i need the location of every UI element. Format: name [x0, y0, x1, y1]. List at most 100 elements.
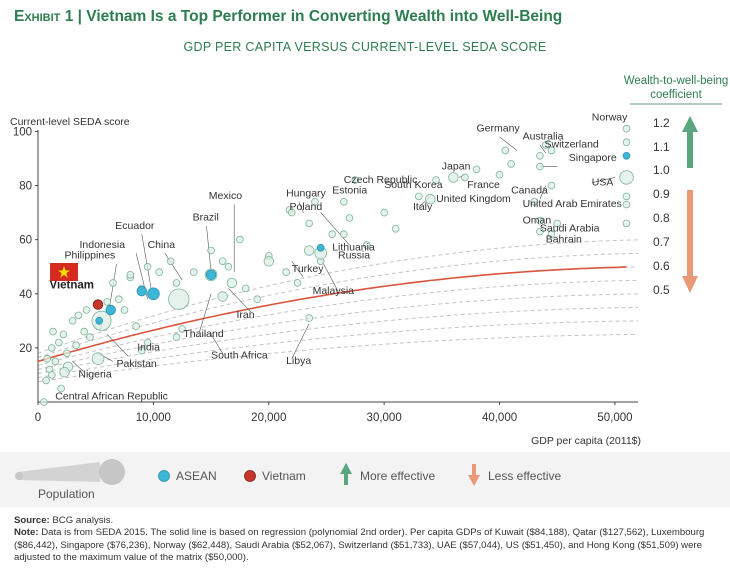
- leader-line: [164, 253, 183, 281]
- up-arrow-head: [682, 116, 698, 132]
- country-label: South Africa: [211, 350, 268, 362]
- data-point: [305, 219, 314, 228]
- country-label: Oman: [523, 214, 552, 226]
- data-point: [49, 327, 57, 336]
- country-label: United Arab Emirates: [523, 198, 622, 210]
- country-label: India: [137, 342, 160, 354]
- country-label: Brazil: [193, 212, 219, 224]
- data-point: [536, 152, 544, 160]
- leader-line: [591, 177, 615, 184]
- data-point: [86, 333, 94, 341]
- data-point: [80, 327, 88, 336]
- data-point: [536, 162, 544, 171]
- data-point: [362, 241, 371, 249]
- coefficient-title-line-1: Wealth-to-well-being: [624, 75, 729, 87]
- data-point: [218, 257, 227, 266]
- asean-point: [105, 304, 116, 316]
- leader-line: [141, 234, 152, 289]
- data-point: [461, 173, 469, 182]
- down-arrow-shaft: [687, 190, 693, 278]
- population-small-circle: [15, 472, 23, 480]
- country-label: Poland: [290, 201, 323, 213]
- more-effective-arrow-shaft: [344, 473, 348, 485]
- data-points: [39, 124, 634, 406]
- data-point: [172, 333, 181, 341]
- data-point: [42, 376, 50, 385]
- data-point: [43, 354, 51, 363]
- country-label: Saudi Arabia: [540, 223, 600, 235]
- country-label: Ecuador: [115, 220, 155, 232]
- exhibit-label: Exhibit 1: [14, 8, 74, 25]
- coefficient-curve-0.6: [37, 320, 639, 379]
- coefficient-label: 0.5: [653, 283, 670, 297]
- data-point: [47, 371, 56, 379]
- data-point: [501, 146, 510, 155]
- data-point: [622, 219, 631, 228]
- data-point: [622, 124, 631, 133]
- data-point: [172, 279, 181, 287]
- note-text: Data is from SEDA 2015. The solid line i…: [14, 527, 705, 564]
- country-label: Iran: [237, 309, 255, 321]
- source-text: BCG analysis.: [52, 515, 114, 526]
- data-point: [472, 165, 481, 174]
- coefficient-curve-0.9: [37, 279, 639, 366]
- country-label: Mexico: [209, 190, 242, 202]
- more-effective-arrow-head: [340, 463, 352, 474]
- axes: 20 40 60 80 100 0 10,000 20,000 30,000 40,000 50,0…: [10, 116, 641, 447]
- asean-point: [147, 287, 160, 301]
- x-tick-label: 20,000: [251, 412, 286, 424]
- data-point: [109, 279, 117, 287]
- y-axis-label: Current-level SEDA score: [10, 116, 130, 128]
- coefficient-curves: [37, 239, 639, 383]
- country-label: USA: [592, 177, 614, 189]
- data-point: [536, 216, 544, 225]
- leader-line: [320, 212, 350, 246]
- country-label: South Korea: [384, 179, 443, 191]
- y-tick-label: 80: [19, 181, 32, 193]
- coefficient-label: 1.1: [653, 140, 670, 154]
- coefficient-label: 0.7: [653, 235, 670, 249]
- data-point: [224, 262, 233, 271]
- data-point: [168, 288, 190, 310]
- data-point: [253, 295, 262, 304]
- country-label: Italy: [413, 201, 433, 213]
- country-label: Switzerland: [545, 139, 599, 151]
- data-point: [339, 198, 348, 206]
- population-wedge: [18, 462, 100, 482]
- vietnam-point: [92, 299, 104, 310]
- legend-less-effective-label: Less effective: [488, 469, 562, 483]
- country-label: Australia: [523, 131, 564, 143]
- leader-line: [539, 144, 546, 154]
- country-label: Indonesia: [80, 239, 126, 251]
- data-point: [155, 268, 164, 276]
- note-label: Note:: [14, 527, 39, 539]
- data-point: [143, 262, 152, 271]
- data-point: [328, 230, 337, 239]
- up-arrow-shaft: [687, 128, 693, 168]
- data-point: [530, 198, 538, 206]
- footer-notes: Source: BCG analysis. Note: Data is from…: [14, 515, 719, 565]
- exhibit-title: Exhibit 1 | Vietnam Is a Top Performer i…: [14, 8, 562, 26]
- coefficient-curve-0.5: [37, 333, 639, 383]
- data-point: [351, 176, 360, 184]
- x-tick-label: 30,000: [367, 412, 402, 424]
- data-point: [39, 398, 48, 406]
- coefficient-label: 1.2: [653, 116, 670, 130]
- data-point: [304, 245, 315, 256]
- leader-line: [499, 136, 517, 151]
- legend-more-effective-label: More effective: [360, 469, 436, 483]
- data-point: [115, 295, 123, 304]
- country-label: Libya: [286, 355, 311, 367]
- country-label: United Kingdom: [436, 193, 511, 205]
- source-label: Source:: [14, 515, 50, 526]
- down-arrow-head: [682, 276, 698, 293]
- legend-shapes: [15, 459, 480, 486]
- coefficient-label: 0.9: [653, 187, 670, 201]
- data-point: [293, 279, 302, 287]
- data-point: [282, 268, 290, 276]
- country-label: France: [467, 179, 500, 191]
- data-point: [345, 214, 354, 222]
- data-point: [72, 341, 80, 350]
